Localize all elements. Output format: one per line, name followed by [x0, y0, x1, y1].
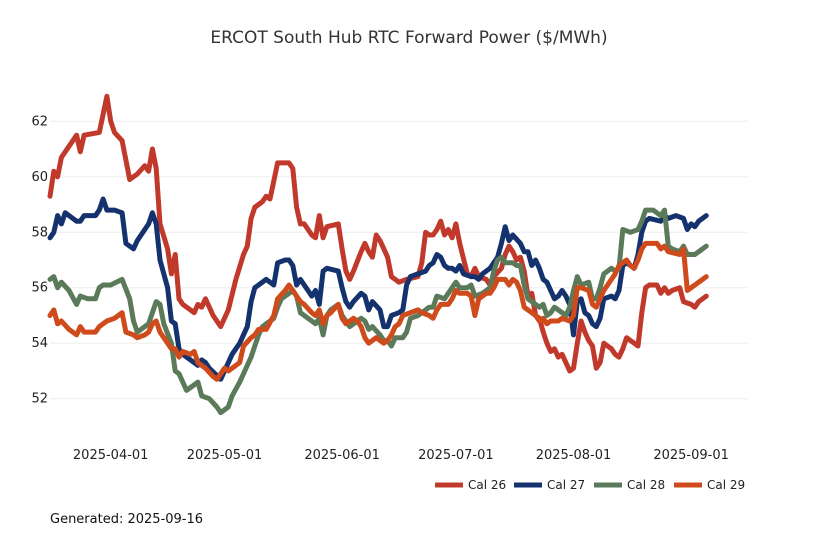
- generated-footer: Generated: 2025-09-16: [50, 512, 204, 527]
- y-tick-label: 60: [31, 170, 48, 185]
- series-line-cal-29: [47, 240, 709, 382]
- chart-title: ERCOT South Hub RTC Forward Power ($/MWh…: [210, 28, 608, 48]
- y-tick-label: 54: [31, 336, 48, 351]
- y-tick-label: 58: [31, 225, 48, 240]
- y-tick-label: 52: [31, 392, 48, 407]
- x-axis: 2025-04-01 2025-05-01 2025-06-01 2025-07-01…: [73, 448, 729, 463]
- legend-label: Cal 27: [547, 478, 585, 492]
- x-tick-label: 2025-07-01: [418, 448, 494, 463]
- x-tick-label: 2025-09-01: [653, 448, 729, 463]
- x-tick-label: 2025-05-01: [187, 448, 263, 463]
- x-tick-label: 2025-04-01: [73, 448, 149, 463]
- legend-label: Cal 29: [707, 478, 745, 492]
- y-tick-label: 62: [31, 114, 48, 129]
- x-tick-label: 2025-06-01: [304, 448, 380, 463]
- x-tick-label: 2025-08-01: [536, 448, 612, 463]
- chart-series: [47, 93, 709, 416]
- legend-label: Cal 28: [627, 478, 665, 492]
- series-line-cal-27: [47, 196, 709, 382]
- legend-label: Cal 26: [468, 478, 506, 492]
- y-axis: 52 54 56 58 60 62: [31, 114, 48, 406]
- chart-legend: Cal 26 Cal 27 Cal 28 Cal 29: [435, 478, 745, 492]
- series-line-cal-26: [47, 93, 709, 374]
- y-tick-label: 56: [31, 281, 48, 296]
